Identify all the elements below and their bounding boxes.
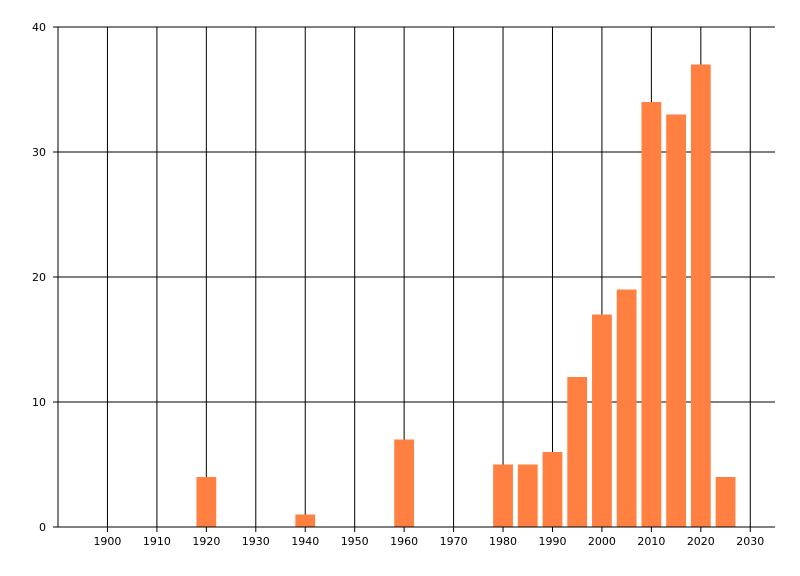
bar	[715, 477, 736, 527]
y-tick-label: 30	[32, 146, 46, 159]
bar	[641, 102, 662, 527]
x-tick-label: 2030	[736, 535, 764, 548]
x-tick-label: 1970	[440, 535, 468, 548]
x-tick-label: 2000	[588, 535, 616, 548]
bar	[542, 452, 563, 527]
y-tick-label: 10	[32, 396, 46, 409]
bar	[592, 314, 612, 527]
x-tick-label: 1950	[341, 535, 369, 548]
y-tick-label: 0	[39, 521, 46, 534]
bar	[567, 377, 588, 527]
x-tick-label: 1930	[242, 535, 270, 548]
x-tick-label: 1920	[192, 535, 220, 548]
y-tick-label: 40	[32, 21, 46, 34]
bar	[666, 114, 686, 527]
x-tick-label: 2010	[637, 535, 665, 548]
bar	[295, 514, 316, 527]
bar	[616, 289, 637, 527]
x-tick-label: 1910	[143, 535, 171, 548]
bar	[517, 464, 538, 527]
x-tick-label: 2020	[687, 535, 715, 548]
x-tick-label: 1990	[538, 535, 566, 548]
y-tick-label: 20	[32, 271, 46, 284]
x-tick-label: 1900	[93, 535, 121, 548]
x-tick-label: 1980	[489, 535, 517, 548]
bar	[394, 439, 415, 527]
x-tick-label: 1940	[291, 535, 319, 548]
bar	[196, 477, 217, 527]
bar	[690, 64, 711, 527]
bar	[493, 464, 513, 527]
x-tick-label: 1960	[390, 535, 418, 548]
